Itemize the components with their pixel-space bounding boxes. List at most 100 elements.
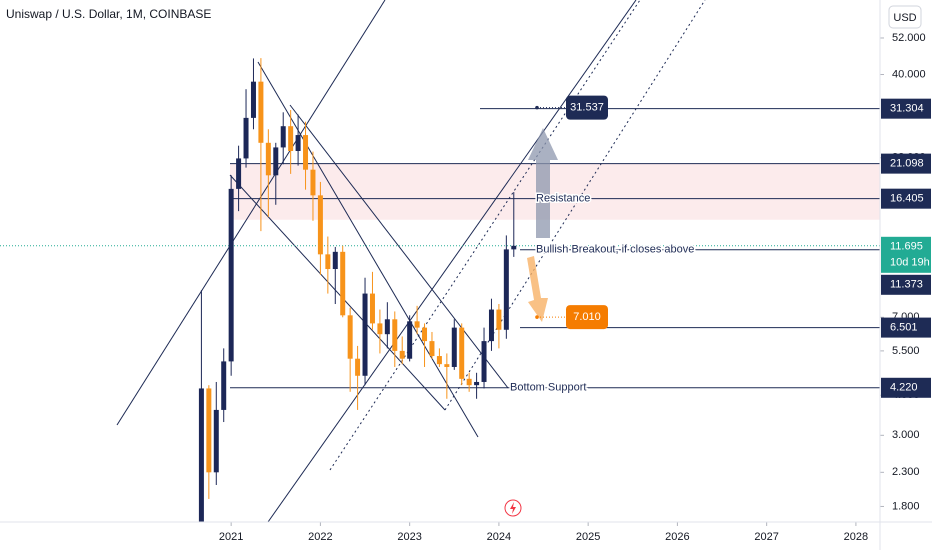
resistance-zone xyxy=(230,163,880,220)
up-arrow xyxy=(528,128,558,238)
y-tick-label: 2.300 xyxy=(892,466,920,478)
candle-body xyxy=(265,142,271,176)
candle-body xyxy=(466,378,472,386)
annotation: Bullish Breakout, if closes above xyxy=(536,244,694,256)
x-tick-label: 2021 xyxy=(219,531,243,543)
candle-body xyxy=(236,158,242,189)
candle-body xyxy=(243,117,249,159)
candle-body xyxy=(273,147,279,176)
candle-body xyxy=(369,293,375,324)
candle-body xyxy=(250,81,256,118)
trend-lines xyxy=(116,0,706,522)
candle-body xyxy=(451,327,457,367)
level-label: 11.373 xyxy=(890,279,923,291)
candle-body xyxy=(325,254,331,270)
x-tick-label: 2024 xyxy=(487,531,511,543)
candle-body xyxy=(295,135,301,151)
candle-body xyxy=(198,388,204,522)
trend-line xyxy=(444,0,706,411)
candle-body xyxy=(429,341,435,357)
level-label: 4.220 xyxy=(890,382,918,394)
candle-body xyxy=(407,321,413,359)
candle-body xyxy=(436,356,442,365)
level-label: 31.304 xyxy=(890,103,924,115)
x-tick-label: 2022 xyxy=(308,531,332,543)
trend-line xyxy=(257,61,479,438)
candle-body xyxy=(340,251,346,316)
current-price-label: 11.695 xyxy=(890,241,923,253)
countdown: 10d 19h xyxy=(890,257,930,269)
y-tick-label: 52.000 xyxy=(892,32,926,44)
y-tick-label: 40.000 xyxy=(892,68,926,80)
level-label: 6.501 xyxy=(890,322,918,334)
candle-body xyxy=(496,309,502,330)
candle-body xyxy=(511,245,517,250)
now-marker xyxy=(504,499,522,517)
candle-body xyxy=(213,409,219,473)
arrows xyxy=(527,128,558,322)
currency-box[interactable] xyxy=(888,5,922,29)
y-tick-label: 3.000 xyxy=(892,429,920,441)
currency: USD xyxy=(893,12,916,24)
candle-body xyxy=(399,350,405,359)
candle-body xyxy=(221,361,227,410)
y-tick-label: 5.500 xyxy=(892,345,920,357)
candle-body xyxy=(414,321,420,328)
annotation: Resistance xyxy=(536,193,590,205)
candle-body xyxy=(481,341,487,382)
y-tick-label: 1.800 xyxy=(892,500,920,512)
candles xyxy=(198,58,517,522)
level-label: 16.405 xyxy=(890,193,924,205)
candle-body xyxy=(488,309,494,342)
candle-body xyxy=(206,388,212,473)
x-tick-label: 2026 xyxy=(665,531,689,543)
candle-body xyxy=(503,249,509,330)
level-box xyxy=(881,317,931,338)
now-bolt xyxy=(510,502,516,514)
candle-body xyxy=(310,169,316,196)
level-box xyxy=(881,98,931,119)
labels: 52.00040.00022.0007.0005.5004.0003.0002.… xyxy=(219,32,931,543)
current-price-box xyxy=(881,236,931,273)
candle-body xyxy=(459,327,465,379)
chart-title: Uniswap / U.S. Dollar, 1M, COINBASE xyxy=(6,7,211,21)
zone-layer xyxy=(230,163,880,220)
candle-body xyxy=(392,319,398,351)
trend-line xyxy=(289,104,509,389)
candle-body xyxy=(228,188,234,362)
x-tick-label: 2028 xyxy=(844,531,868,543)
target-box xyxy=(566,305,608,330)
candle-body xyxy=(303,135,309,170)
x-tick-label: 2023 xyxy=(397,531,421,543)
candle-body xyxy=(355,358,361,376)
target-label: 7.010 xyxy=(573,311,601,323)
level-box xyxy=(881,274,931,295)
level-box xyxy=(881,153,931,174)
candle-body xyxy=(444,364,450,367)
candle-body xyxy=(384,319,390,335)
candle-body xyxy=(377,323,383,335)
trend-line xyxy=(329,0,641,471)
x-tick-label: 2025 xyxy=(576,531,600,543)
candle-body xyxy=(258,81,264,143)
target-box xyxy=(566,95,608,120)
down-arrow xyxy=(527,256,548,322)
candle-body xyxy=(317,195,323,255)
candle-body xyxy=(332,251,338,270)
candle-body xyxy=(422,327,428,342)
level-label: 21.098 xyxy=(890,158,924,170)
x-tick-label: 2027 xyxy=(754,531,778,543)
level-box xyxy=(881,188,931,209)
candle-body xyxy=(288,126,294,151)
trend-line xyxy=(267,0,637,522)
trend-line xyxy=(229,174,446,411)
candle-body xyxy=(474,381,480,386)
trend-line xyxy=(116,0,386,426)
level-box xyxy=(881,377,931,398)
target-label: 31.537 xyxy=(570,102,604,114)
candle-body xyxy=(362,293,368,376)
candle-body xyxy=(347,315,353,359)
candle-body xyxy=(280,126,286,148)
